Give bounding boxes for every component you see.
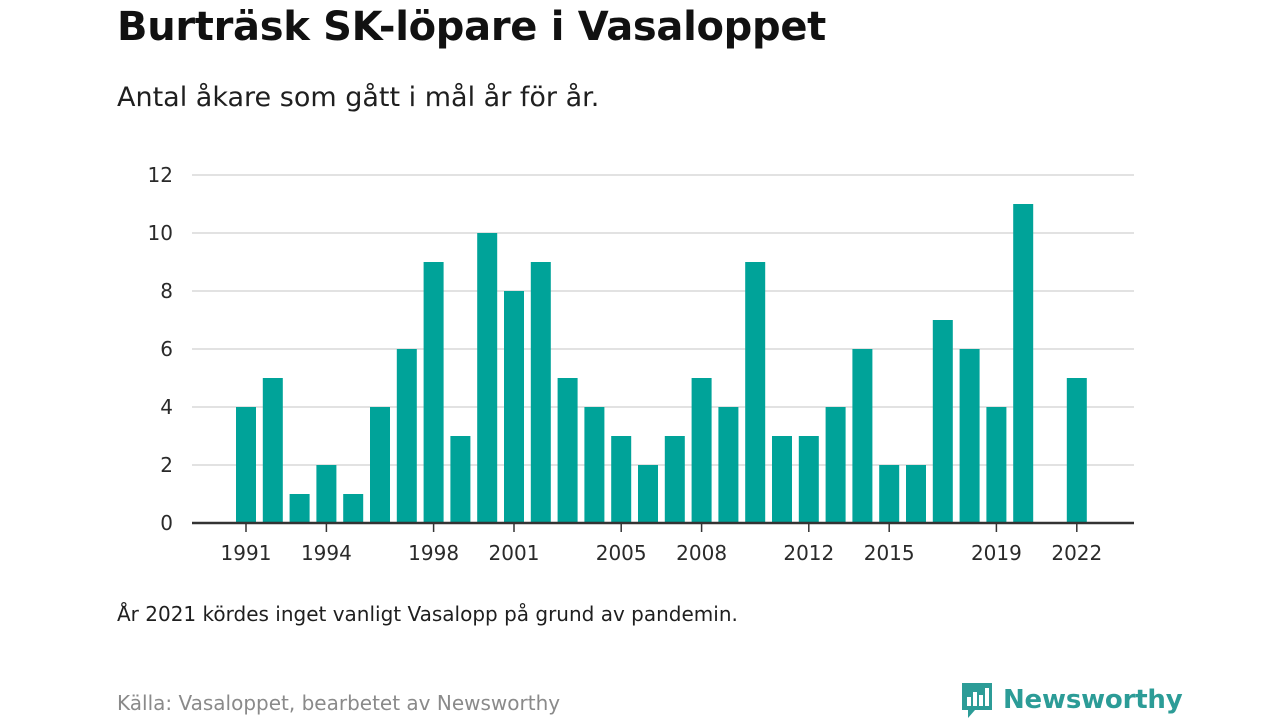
y-tick-label: 0 (160, 511, 173, 535)
y-tick-label: 6 (160, 337, 173, 361)
y-tick-label: 12 (148, 163, 173, 187)
axes: 0 2 4 6 8 10 12 1991 1994 1998 2001 2005 2008 2012 201… (148, 163, 1134, 565)
bar-2010 (745, 262, 766, 523)
bar-2002 (530, 262, 551, 523)
source-text: Källa: Vasaloppet, bearbetet av Newswort… (117, 691, 561, 715)
bar-1993 (289, 494, 310, 523)
bar-2009 (718, 407, 739, 523)
bar-2004 (584, 407, 605, 523)
bar-2019 (986, 407, 1007, 523)
y-tick-label: 2 (160, 453, 173, 477)
bar-2012 (798, 436, 819, 523)
x-tick-label: 1994 (301, 541, 352, 565)
bar-1999 (450, 436, 471, 523)
bar-2013 (825, 407, 846, 523)
x-tick-label: 2008 (676, 541, 727, 565)
x-tick-label: 2005 (596, 541, 647, 565)
chart-title: Burträsk SK-löpare i Vasaloppet (117, 4, 827, 50)
bar-2018 (959, 349, 980, 523)
bar-2014 (852, 349, 873, 523)
bar-1994 (316, 465, 337, 523)
bar-1995 (343, 494, 364, 523)
bar-2017 (932, 320, 953, 523)
bar-1991 (236, 407, 256, 523)
bar-1992 (262, 378, 283, 523)
x-tick-label: 2019 (971, 541, 1022, 565)
bar-2015 (879, 465, 900, 523)
y-tick-label: 8 (160, 279, 173, 303)
chart-note: År 2021 kördes inget vanligt Vasalopp på… (117, 602, 738, 626)
brand-name: Newsworthy (1003, 685, 1183, 715)
bar-chart-speech-bubble-icon (962, 683, 992, 718)
bar-1998 (423, 262, 444, 523)
bar-2008 (691, 378, 712, 523)
bar-1997 (396, 349, 417, 523)
bar-2020 (1013, 204, 1034, 523)
x-tick-label: 2001 (489, 541, 540, 565)
x-tick-label: 2015 (864, 541, 915, 565)
x-tick-label: 2022 (1051, 541, 1102, 565)
bar-2001 (504, 291, 524, 523)
chart-subtitle: Antal åkare som gått i mål år för år. (117, 82, 600, 113)
brand-logo: Newsworthy (960, 680, 1183, 720)
y-tick-label: 10 (148, 221, 173, 245)
bar-2005 (611, 436, 632, 523)
bar-2003 (557, 378, 578, 523)
bar-2022 (1066, 378, 1087, 523)
bar-chart: 0 2 4 6 8 10 12 1991 1994 1998 2001 2005 2008 2012 201… (148, 163, 1134, 565)
x-tick-label: 2012 (783, 541, 834, 565)
bar-2000 (477, 233, 498, 523)
x-tick-label: 1998 (408, 541, 459, 565)
x-tick-label: 1991 (221, 541, 272, 565)
bar-1996 (370, 407, 390, 523)
bar-2016 (906, 465, 926, 523)
y-tick-label: 4 (160, 395, 173, 419)
bar-2007 (664, 436, 685, 523)
bars (236, 204, 1087, 523)
bar-2011 (772, 436, 792, 523)
bar-2006 (638, 465, 658, 523)
